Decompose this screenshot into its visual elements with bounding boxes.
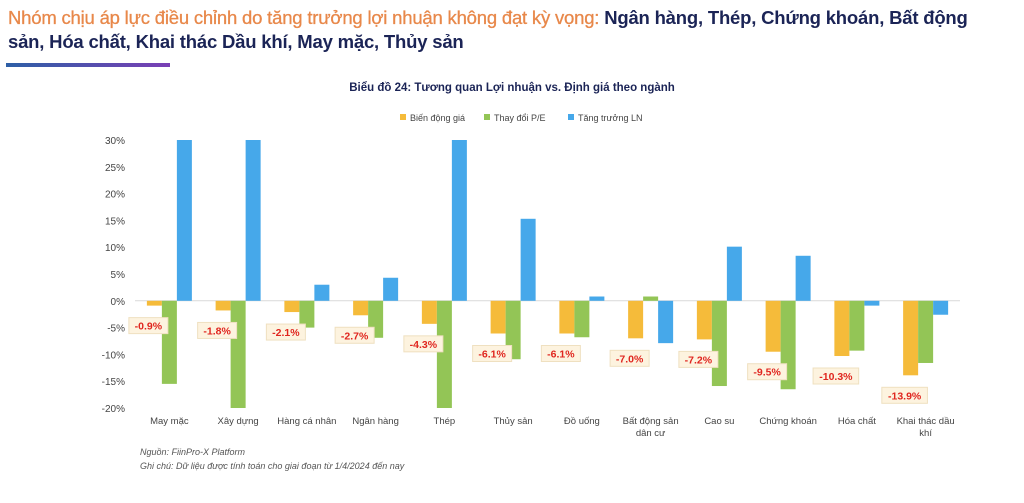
y-tick-label: -15% (102, 377, 125, 388)
bar-profit (451, 140, 467, 301)
bar-profit (520, 218, 536, 301)
bar-profit (383, 277, 399, 301)
data-label: -1.8% (203, 325, 231, 337)
data-label-box (540, 344, 581, 362)
category-label: Thép (434, 416, 456, 427)
bar-price (834, 300, 850, 357)
category-label: May mặc (150, 416, 189, 427)
bar-pe (849, 300, 865, 351)
bar-price (765, 300, 781, 352)
y-tick-label: -10% (102, 350, 125, 361)
category-label: Ngân hàng (352, 416, 398, 427)
y-tick-label: 30% (105, 136, 125, 147)
data-label: -6.1% (478, 348, 506, 360)
legend-swatch-1 (484, 114, 490, 120)
category-label: Xây dựng (218, 416, 259, 427)
bar-profit (795, 255, 811, 301)
bar-price (559, 300, 575, 334)
legend-swatch-0 (400, 114, 406, 120)
bar-price (215, 300, 231, 311)
data-label-box (265, 323, 306, 341)
bar-profit (726, 246, 742, 301)
legend-swatch-2 (568, 114, 574, 120)
bar-pe (436, 300, 452, 408)
bar-profit (864, 300, 880, 306)
bar-pe (230, 300, 246, 408)
y-tick-label: 20% (105, 190, 125, 201)
data-label-box (403, 335, 444, 353)
headline: Nhóm chịu áp lực điều chỉnh do tăng trưở… (8, 6, 1008, 54)
y-tick-label: 25% (105, 163, 125, 174)
bar-price (421, 300, 437, 324)
bar-profit (589, 296, 605, 301)
data-label-box (197, 321, 238, 339)
headline-sectors: Ngân hàng, Thép, Chứng khoán, Bất động s… (8, 7, 968, 52)
bar-pe (299, 300, 315, 328)
y-tick-label: -5% (107, 324, 125, 335)
y-tick-label: 15% (105, 216, 125, 227)
y-tick-label: 0% (111, 297, 126, 308)
category-label: Hàng cá nhân (277, 416, 336, 427)
bar-price (353, 300, 369, 316)
bar-profit (176, 140, 192, 301)
bar-price (903, 300, 919, 376)
bar-pe (574, 300, 590, 338)
data-label: -0.9% (135, 321, 163, 333)
bar-pe (643, 296, 659, 301)
bar-profit (314, 284, 330, 301)
data-label: -7.0% (616, 353, 644, 365)
data-label: -2.1% (272, 327, 300, 339)
footnote: Ghi chú: Dữ liệu được tính toán cho giai… (140, 461, 405, 471)
bar-price (628, 300, 644, 339)
data-label: -10.3% (819, 371, 853, 383)
category-label: Thủy sản (494, 416, 533, 427)
legend-label: Thay đổi P/E (494, 113, 546, 123)
data-label-box (678, 350, 719, 368)
bar-profit (933, 300, 949, 315)
category-label: Chứng khoán (759, 416, 817, 427)
bar-pe (918, 300, 934, 363)
bar-pe (711, 300, 727, 387)
data-label: -2.7% (341, 330, 369, 342)
y-tick-label: 10% (105, 243, 125, 254)
data-label-box (334, 326, 375, 344)
category-label: Đồ uống (564, 416, 600, 427)
bar-profit (245, 140, 261, 301)
data-label: -9.5% (753, 367, 781, 379)
category-label: dân cư (636, 428, 666, 439)
data-label-box (747, 363, 788, 381)
legend-label: Tăng trưởng LN (578, 113, 642, 123)
bar-pe (161, 300, 177, 384)
headline-lead: Nhóm chịu áp lực điều chỉnh do tăng trưở… (8, 7, 600, 28)
data-label-box (128, 317, 169, 335)
y-tick-label: 5% (111, 270, 126, 281)
data-label-box (609, 349, 650, 367)
data-label-box (472, 344, 513, 362)
data-label: -13.9% (888, 390, 922, 402)
bar-price (146, 300, 162, 306)
category-label: Khai thác dầu (897, 416, 955, 427)
category-label: Bất động sản (623, 416, 679, 427)
accent-rule (6, 63, 170, 67)
bar-price (284, 300, 300, 313)
bar-price (490, 300, 506, 334)
source-note: Nguồn: FiinPro-X Platform (140, 447, 246, 457)
data-label: -4.3% (410, 339, 438, 351)
legend-label: Biến động giá (410, 113, 465, 123)
bar-profit (658, 300, 674, 344)
bar-pe (505, 300, 521, 360)
category-label: Cao su (704, 416, 734, 427)
category-label: Hóa chất (838, 416, 876, 427)
bar-price (696, 300, 712, 340)
data-label: -6.1% (547, 348, 575, 360)
category-label: khí (919, 428, 932, 439)
data-label-box (881, 386, 928, 404)
y-tick-label: -20% (102, 404, 125, 415)
data-label: -7.2% (685, 354, 713, 366)
data-label-box (812, 367, 860, 385)
chart-title: Biểu đồ 24: Tương quan Lợi nhuận vs. Địn… (349, 82, 675, 94)
